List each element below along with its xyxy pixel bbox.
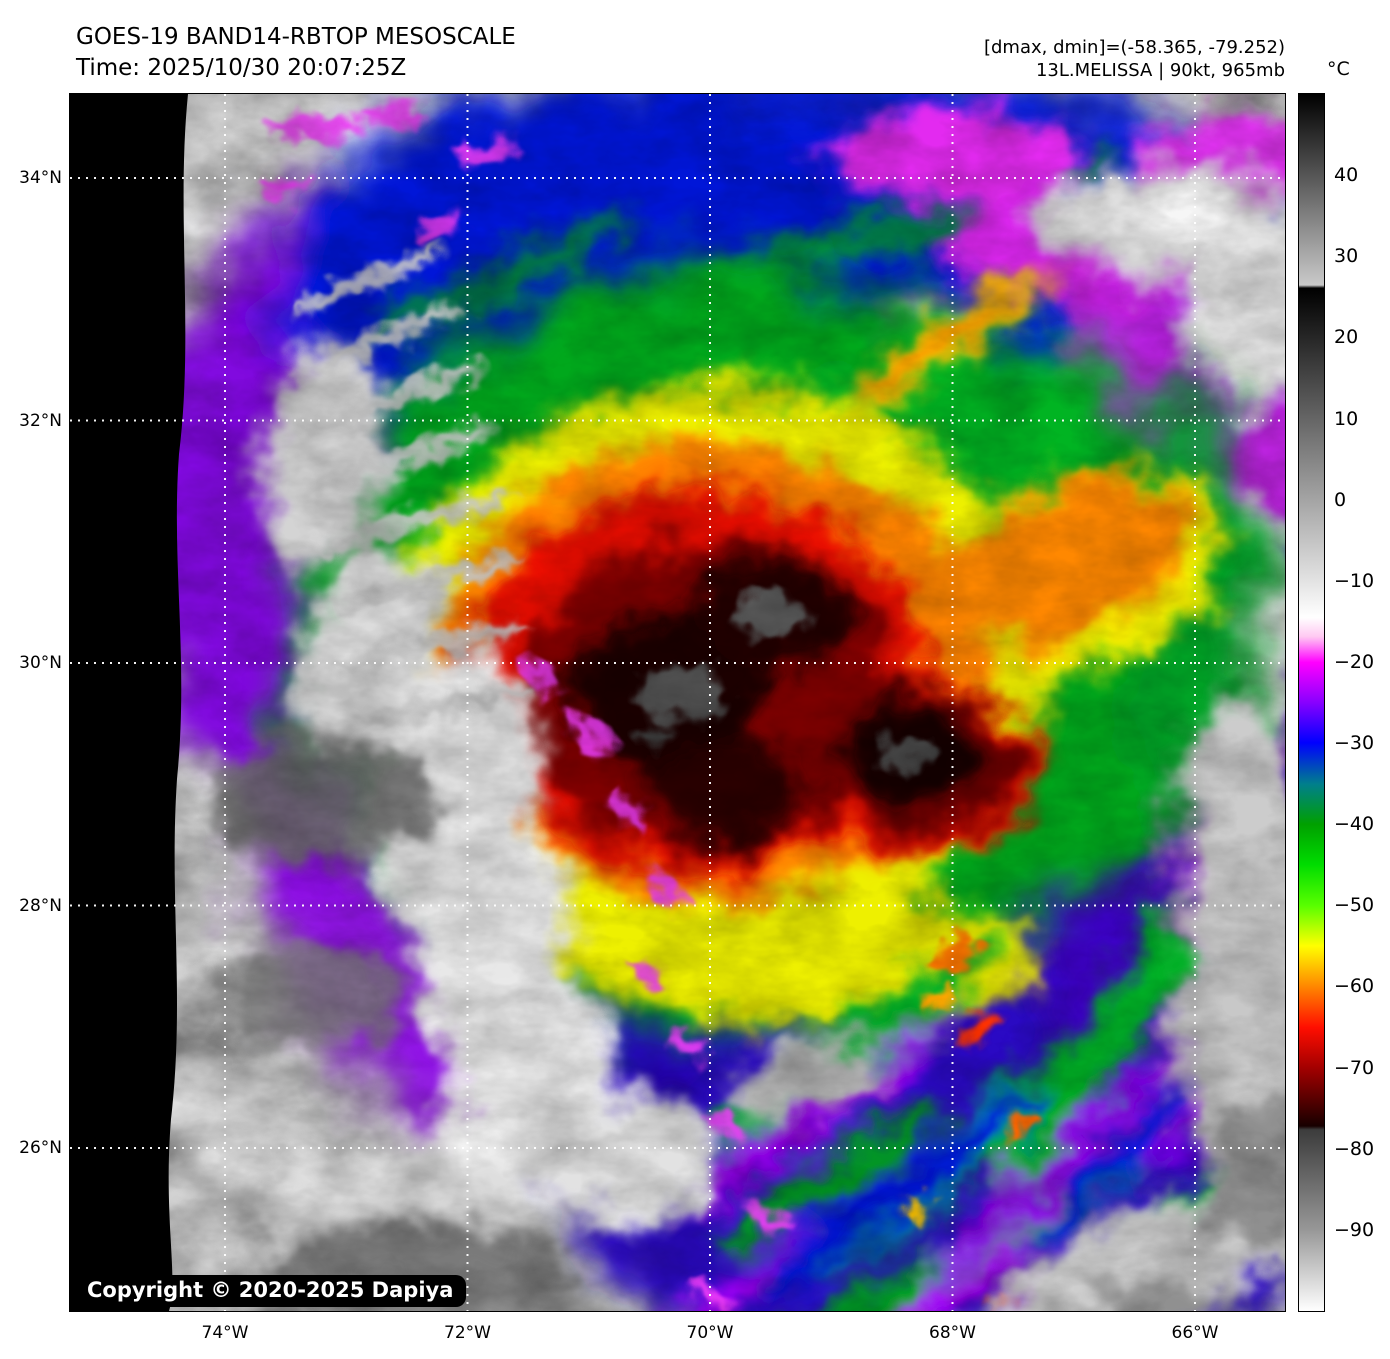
colorbar-tick-label: −30 <box>1334 732 1375 755</box>
colorbar-tick-label: 20 <box>1334 326 1359 349</box>
lat-label: 28°N <box>19 895 62 916</box>
no-data-strip <box>70 94 188 1311</box>
lon-label: 74°W <box>201 1323 249 1343</box>
title-block: GOES-19 BAND14-RBTOP MESOSCALE Time: 202… <box>76 22 516 84</box>
graticule <box>70 94 1285 1311</box>
colorbar-tick-label: 0 <box>1334 488 1347 511</box>
copyright-badge: Copyright © 2020-2025 Dapiya <box>74 1275 467 1307</box>
colorbar-tick-label: −90 <box>1334 1218 1375 1241</box>
dmax-dmin-readout: [dmax, dmin]=(-58.365, -79.252) <box>983 37 1285 58</box>
product-title: GOES-19 BAND14-RBTOP MESOSCALE <box>76 24 516 50</box>
lat-label: 26°N <box>19 1138 62 1158</box>
colorbar-tick-label: 10 <box>1334 407 1359 430</box>
colorbar-tick-label: −60 <box>1334 975 1375 998</box>
texture-overlay <box>70 94 1285 1311</box>
lat-label: 34°N <box>19 168 62 188</box>
lat-label: 32°N <box>19 410 62 431</box>
colorbar-unit-label: °C <box>1327 58 1350 80</box>
lat-label: 30°N <box>19 653 62 673</box>
colorbar-tick-label: −80 <box>1334 1137 1375 1160</box>
info-block: [dmax, dmin]=(-58.365, -79.252) 13L.MELI… <box>984 36 1285 82</box>
lon-label: 70°W <box>686 1323 734 1343</box>
colorbar-tick-label: −50 <box>1334 894 1375 917</box>
product-time: Time: 2025/10/30 20:07:25Z <box>76 55 407 81</box>
colorbar-tick-label: −70 <box>1334 1056 1375 1079</box>
colorbar-tick-label: 40 <box>1334 164 1359 187</box>
satellite-image <box>70 94 1285 1311</box>
colorbar-tick-label: 30 <box>1334 245 1359 268</box>
colorbar-tick-label: −10 <box>1334 569 1375 592</box>
colorbar-tick-label: −20 <box>1334 650 1375 673</box>
lon-label: 72°W <box>444 1323 491 1343</box>
colorbar <box>1298 93 1325 1312</box>
lon-label: 68°W <box>929 1323 976 1343</box>
lon-label: 66°W <box>1171 1323 1219 1343</box>
colorbar-tick-label: −40 <box>1334 813 1375 836</box>
storm-readout: 13L.MELISSA | 90kt, 965mb <box>1035 60 1285 81</box>
map-frame: Copyright © 2020-2025 Dapiya <box>69 93 1286 1312</box>
